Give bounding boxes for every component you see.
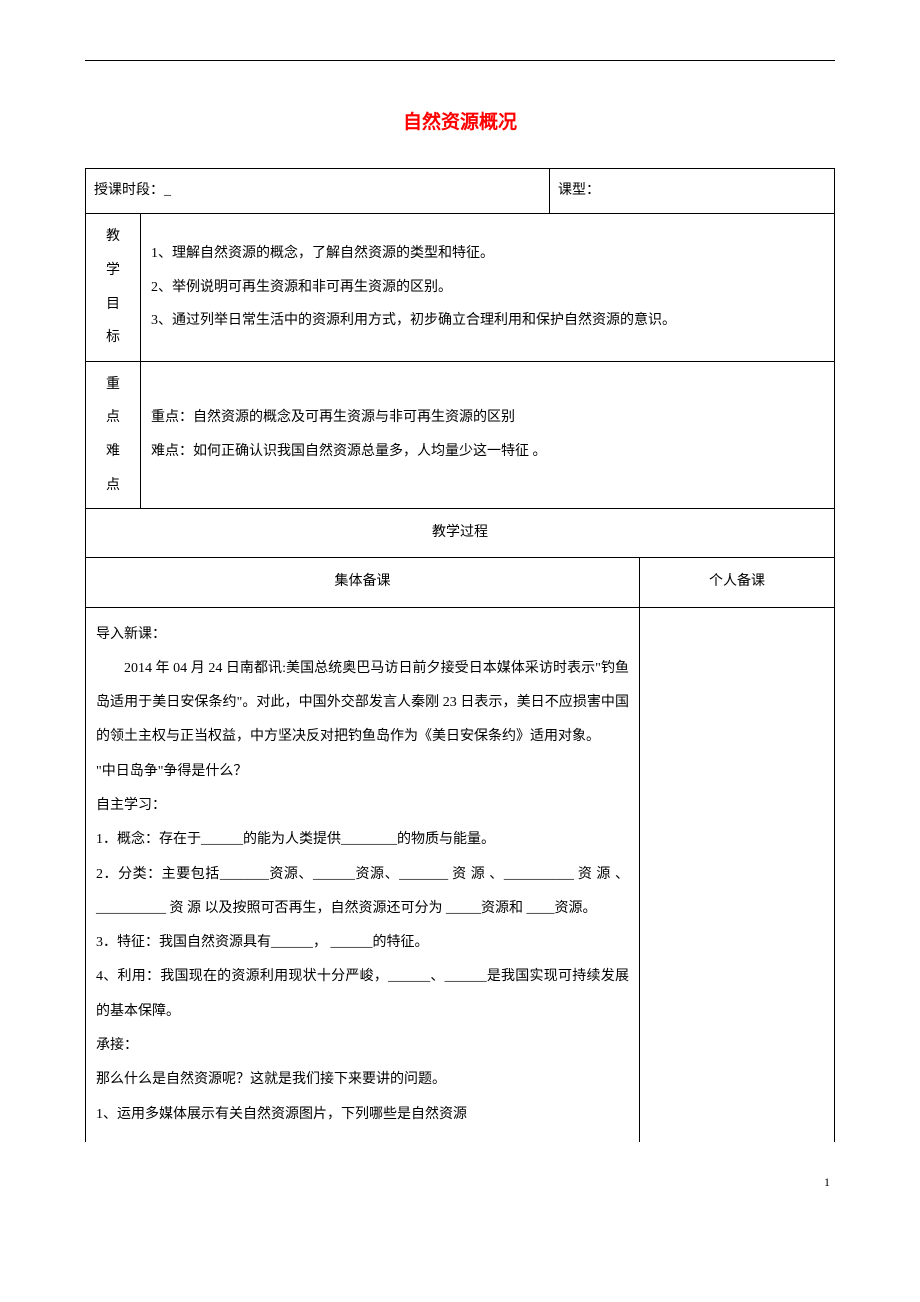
- group-prep-header: 集体备课: [86, 558, 640, 607]
- goals-label: 教学目标: [86, 214, 141, 361]
- keypoint-line-1: 重点：自然资源的概念及可再生资源与非可再生资源的区别: [151, 401, 824, 435]
- goal-item-2: 2、举例说明可再生资源和非可再生资源的区别。: [151, 271, 824, 305]
- lesson-plan-table: 授课时段：_ 课型： 教学目标 1、理解自然资源的概念，了解自然资源的类型和特征…: [85, 168, 835, 1142]
- column-headers-row: 集体备课 个人备课: [86, 558, 835, 607]
- content-p9: 承接：: [96, 1029, 629, 1063]
- content-p8: 4、利用：我国现在的资源利用现状十分严峻，______、______是我国实现可…: [96, 960, 629, 1029]
- process-header-row: 教学过程: [86, 509, 835, 558]
- content-p3: "中日岛争"争得是什么？: [96, 755, 629, 789]
- page-number: 1: [85, 1172, 835, 1194]
- document-title: 自然资源概况: [85, 106, 835, 140]
- goals-content: 1、理解自然资源的概念，了解自然资源的类型和特征。 2、举例说明可再生资源和非可…: [141, 214, 835, 361]
- keypoints-content: 重点：自然资源的概念及可再生资源与非可再生资源的区别 难点：如何正确认识我国自然…: [141, 361, 835, 508]
- content-p10: 那么什么是自然资源呢？这就是我们接下来要讲的问题。: [96, 1063, 629, 1097]
- content-p1: 导入新课：: [96, 618, 629, 652]
- goal-item-1: 1、理解自然资源的概念，了解自然资源的类型和特征。: [151, 237, 824, 271]
- content-p5: 1．概念：存在于______的能为人类提供________的物质与能量。: [96, 823, 629, 857]
- content-p11: 1、运用多媒体展示有关自然资源图片，下列哪些是自然资源: [96, 1098, 629, 1132]
- class-type-cell: 课型：: [550, 169, 835, 214]
- content-p7: 3．特征：我国自然资源具有______， ______的特征。: [96, 926, 629, 960]
- top-horizontal-rule: [85, 60, 835, 61]
- teaching-period-cell: 授课时段：_: [86, 169, 550, 214]
- keypoints-label: 重点难点: [86, 361, 141, 508]
- content-p6: 2．分类：主要包括_______资源、______资源、_______ 资 源 …: [96, 858, 629, 927]
- keypoints-row: 重点难点 重点：自然资源的概念及可再生资源与非可再生资源的区别 难点：如何正确认…: [86, 361, 835, 508]
- content-p2: 2014 年 04 月 24 日南都讯:美国总统奥巴马访日前夕接受日本媒体采访时…: [96, 652, 629, 755]
- group-prep-content: 导入新课： 2014 年 04 月 24 日南都讯:美国总统奥巴马访日前夕接受日…: [86, 607, 640, 1142]
- content-row: 导入新课： 2014 年 04 月 24 日南都讯:美国总统奥巴马访日前夕接受日…: [86, 607, 835, 1142]
- header-row: 授课时段：_ 课型：: [86, 169, 835, 214]
- keypoint-line-2: 难点：如何正确认识我国自然资源总量多，人均量少这一特征 。: [151, 435, 824, 469]
- personal-prep-content: [640, 607, 835, 1142]
- process-header: 教学过程: [86, 509, 835, 558]
- goal-item-3: 3、通过列举日常生活中的资源利用方式，初步确立合理利用和保护自然资源的意识。: [151, 304, 824, 338]
- personal-prep-header: 个人备课: [640, 558, 835, 607]
- goals-row: 教学目标 1、理解自然资源的概念，了解自然资源的类型和特征。 2、举例说明可再生…: [86, 214, 835, 361]
- content-p4: 自主学习：: [96, 789, 629, 823]
